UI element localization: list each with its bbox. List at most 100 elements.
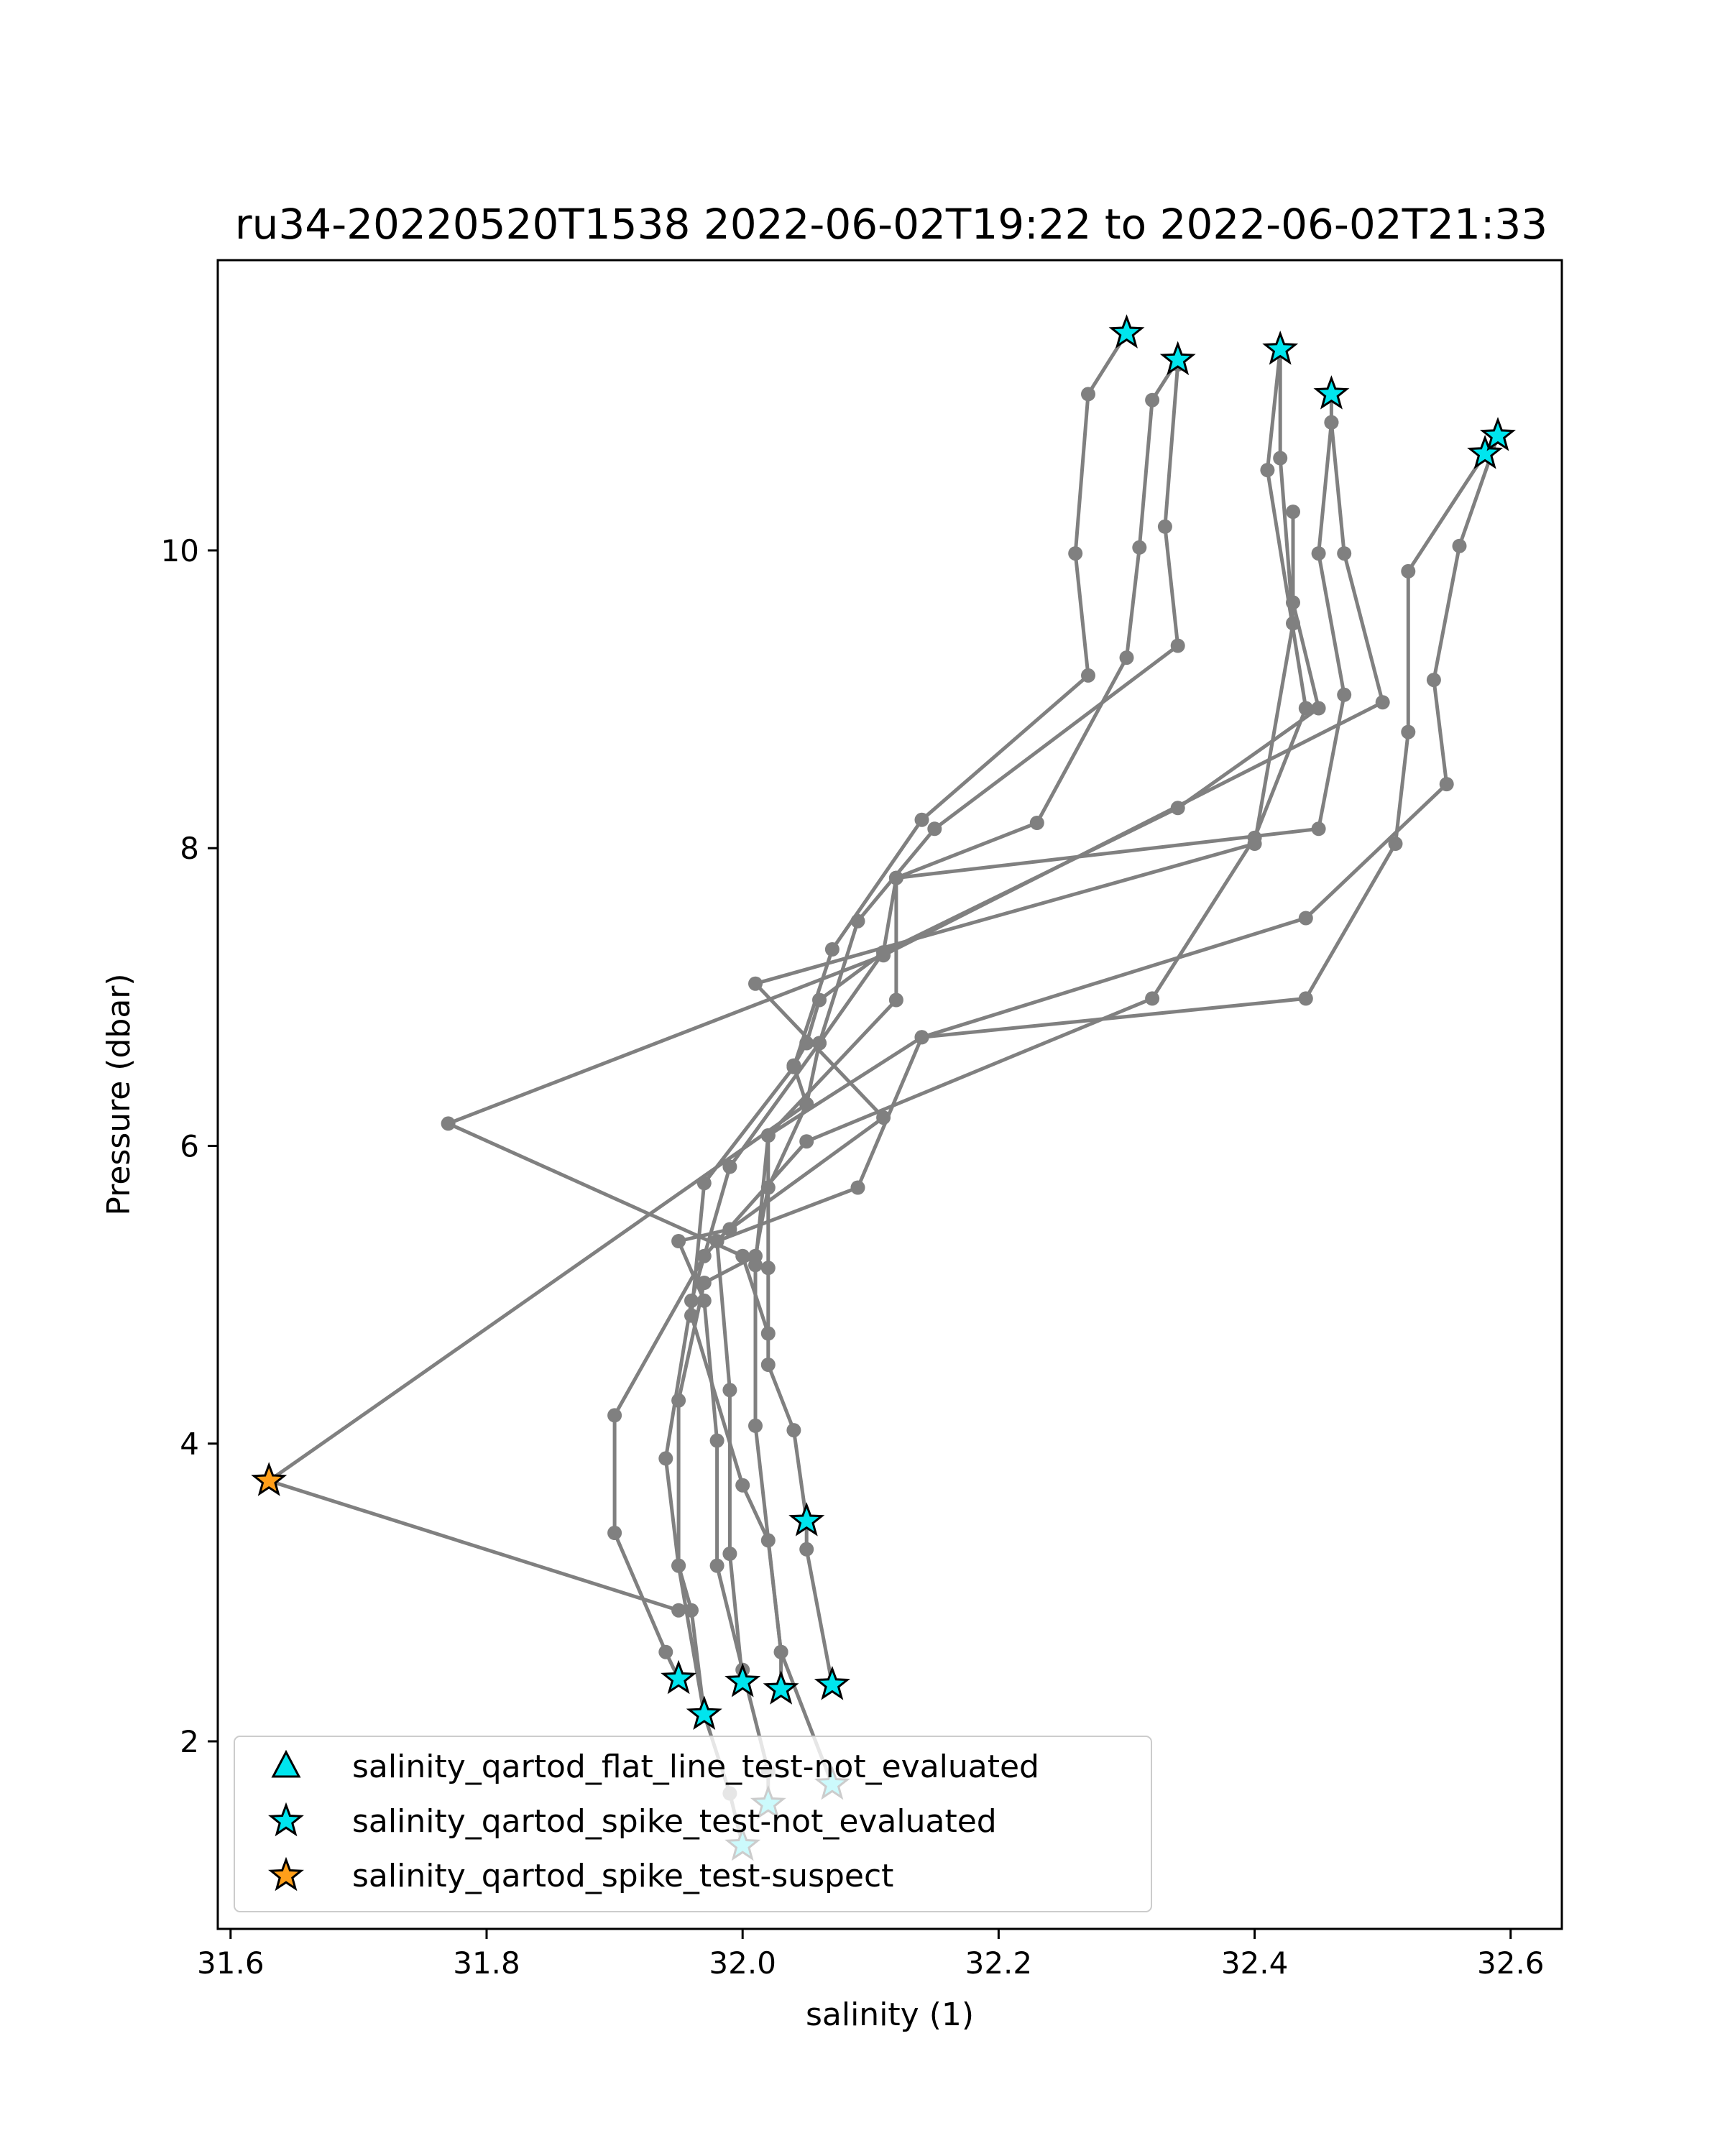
data-point (748, 1418, 763, 1433)
data-point (1286, 595, 1300, 610)
flag-marker-star (686, 1695, 722, 1730)
data-point (927, 821, 942, 837)
data-point (914, 812, 929, 827)
legend: salinity_qartod_flat_line_test-not_evalu… (234, 1736, 1152, 1912)
y-tick-label: 8 (180, 831, 199, 866)
data-point (658, 1451, 673, 1466)
data-point (1388, 837, 1403, 851)
data-point (696, 1293, 712, 1308)
data-point (607, 1526, 622, 1540)
data-point (671, 1558, 686, 1573)
data-point (1401, 724, 1416, 740)
data-point (696, 1248, 712, 1263)
legend-box (234, 1736, 1152, 1912)
y-tick-label: 6 (180, 1128, 199, 1164)
data-point (1298, 911, 1313, 926)
data-point (709, 1433, 724, 1448)
data-point (1081, 387, 1095, 402)
data-point (1170, 801, 1185, 816)
data-point (607, 1408, 622, 1423)
x-tick-label: 32.6 (1477, 1945, 1545, 1981)
data-point (1375, 695, 1390, 710)
legend-label: salinity_qartod_flat_line_test-not_evalu… (352, 1749, 1039, 1785)
data-point (773, 1644, 788, 1659)
legend-marker-star (268, 1802, 304, 1837)
legend-label: salinity_qartod_spike_test-suspect (352, 1858, 893, 1894)
data-point (760, 1326, 776, 1341)
data-point (786, 1058, 801, 1073)
data-point (799, 1542, 814, 1557)
data-point (812, 1036, 827, 1051)
data-point (1286, 505, 1300, 520)
flag-marker-star (1479, 417, 1516, 451)
flag-marker-star (251, 1462, 288, 1496)
plot-area (216, 259, 1563, 1930)
data-point (696, 1276, 712, 1290)
data-point (709, 1234, 724, 1248)
data-point (799, 1036, 814, 1051)
data-point (722, 1159, 737, 1174)
data-point (1119, 650, 1134, 665)
profile-line (676, 359, 1179, 1846)
data-point (1452, 538, 1467, 553)
data-point (658, 1644, 673, 1659)
data-point (748, 976, 763, 991)
data-point (799, 1097, 814, 1112)
data-point (786, 1423, 801, 1438)
y-axis-label: Pressure (dbar) (101, 973, 137, 1215)
data-point (1324, 415, 1339, 430)
data-point (876, 948, 891, 963)
x-tick-label: 31.6 (197, 1945, 264, 1981)
data-point (1311, 546, 1326, 561)
flag-marker-star (814, 1666, 850, 1700)
flag-marker-star (788, 1502, 825, 1537)
data-point (722, 1383, 737, 1398)
data-point (671, 1603, 686, 1618)
data-point (671, 1234, 686, 1248)
data-point (1337, 546, 1352, 561)
x-tick-label: 32.4 (1221, 1945, 1289, 1981)
data-point (760, 1128, 776, 1143)
flag-marker-star (661, 1659, 697, 1695)
data-point (1337, 687, 1352, 702)
flag-marker-star (724, 1662, 761, 1697)
data-point (850, 913, 865, 929)
data-point (760, 1358, 776, 1372)
data-point (1286, 616, 1300, 631)
data-point (1401, 563, 1416, 579)
data-point (760, 1261, 776, 1276)
data-point (760, 1533, 776, 1548)
data-point (1273, 451, 1288, 466)
data-point (914, 1030, 929, 1045)
data-point (888, 992, 903, 1008)
y-tick-label: 10 (161, 533, 199, 568)
x-tick-label: 32.2 (965, 1945, 1033, 1981)
y-tick-label: 2 (180, 1724, 199, 1759)
data-point (1068, 546, 1083, 561)
data-point (1426, 673, 1441, 688)
data-point (709, 1558, 724, 1573)
legend-marker-triangle (271, 1749, 301, 1778)
data-point (850, 1180, 865, 1195)
legend-items: salinity_qartod_flat_line_test-not_evalu… (268, 1749, 1039, 1894)
flag-marker-star (1467, 435, 1504, 469)
flag-marker-star (763, 1670, 799, 1705)
data-point (812, 992, 827, 1008)
data-point (722, 1547, 737, 1561)
x-tick-label: 31.8 (453, 1945, 520, 1981)
legend-marker-star (268, 1856, 304, 1892)
profile-line (766, 394, 1346, 1685)
data-point (1247, 830, 1262, 845)
data-point (684, 1603, 699, 1618)
data-point (696, 1176, 712, 1191)
data-point (441, 1116, 456, 1131)
data-point (722, 1222, 737, 1237)
data-point (748, 1258, 763, 1273)
data-point (1081, 668, 1095, 683)
data-point (1132, 540, 1147, 555)
data-point (684, 1293, 699, 1308)
data-point (824, 942, 840, 957)
data-point (1311, 821, 1326, 837)
data-point (1298, 701, 1313, 716)
